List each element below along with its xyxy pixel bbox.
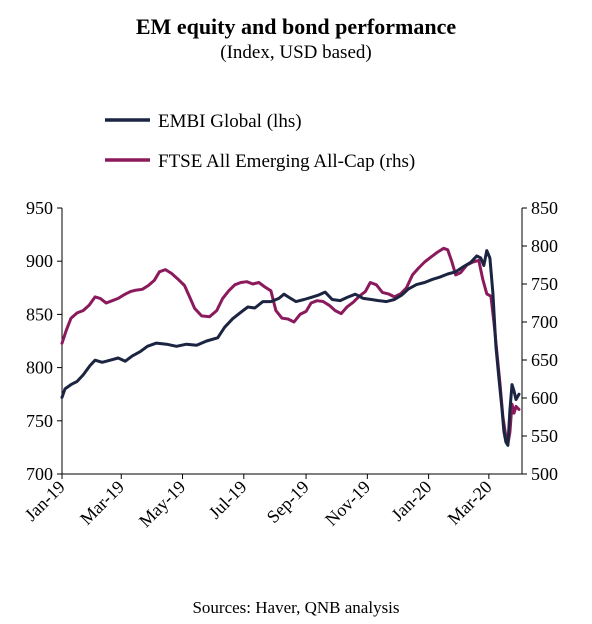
embi-global-line xyxy=(60,249,521,447)
y-left-tick-label: 900 xyxy=(26,251,53,271)
legend-label-ftse: FTSE All Emerging All-Cap (rhs) xyxy=(158,151,415,172)
y-left-tick-label: 700 xyxy=(26,464,53,484)
x-tick-label: Jan-20 xyxy=(387,477,435,525)
y-left-tick-label: 800 xyxy=(26,358,53,378)
x-tick-label: Nov-19 xyxy=(321,477,374,530)
legend-label-embi: EMBI Global (lhs) xyxy=(158,111,302,132)
x-tick-label: May-19 xyxy=(135,477,189,531)
y-right-tick-label: 650 xyxy=(531,350,558,370)
ftse-emerging-line xyxy=(60,246,521,446)
series-layer xyxy=(60,246,521,447)
y-right-tick-label: 700 xyxy=(531,312,558,332)
y-left-tick-label: 850 xyxy=(26,304,53,324)
y-right-tick-label: 600 xyxy=(531,388,558,408)
y-right-tick-label: 500 xyxy=(531,464,558,484)
x-tick-label: Mar-20 xyxy=(444,477,496,529)
chart-title: EM equity and bond performance xyxy=(135,14,457,39)
legend: EMBI Global (lhs) FTSE All Emerging All-C… xyxy=(105,111,415,172)
x-tick-label: Sep-19 xyxy=(263,477,313,527)
y-left-tick-label: 750 xyxy=(26,411,53,431)
y-right-tick-label: 850 xyxy=(531,198,558,218)
y-right-tick-label: 550 xyxy=(531,426,558,446)
source-note: Sources: Haver, QNB analysis xyxy=(192,598,400,617)
axes: 700 750 800 850 900 950 500 550 600 650 700 750 800 8… xyxy=(21,198,558,531)
y-right-tick-label: 800 xyxy=(531,236,558,256)
y-left-tick-label: 950 xyxy=(26,198,53,218)
y-right-tick-label: 750 xyxy=(531,274,558,294)
x-tick-label: Mar-19 xyxy=(76,477,128,529)
chart-subtitle: (Index, USD based) xyxy=(220,42,372,63)
x-tick-label: Jul-19 xyxy=(205,477,251,523)
